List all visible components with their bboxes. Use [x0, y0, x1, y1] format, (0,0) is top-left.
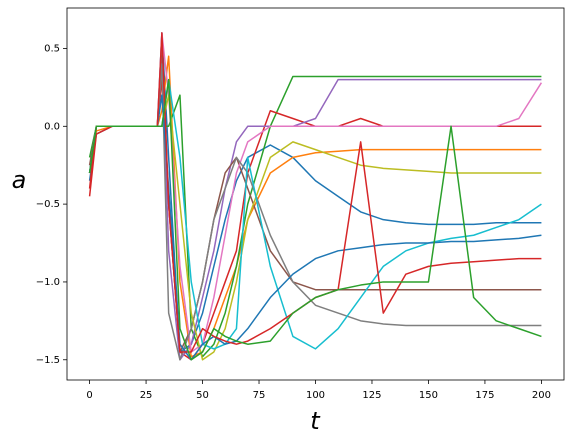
series-line: [88, 78, 542, 361]
x-tick-label: 50: [196, 390, 209, 401]
series-line: [88, 32, 542, 353]
x-tick-label: 125: [362, 390, 381, 401]
x-tick-label: 100: [306, 390, 325, 401]
series-line: [88, 63, 542, 361]
y-tick-label: −1.5: [36, 355, 60, 366]
series-line: [88, 47, 542, 353]
y-tick-label: 0.0: [44, 121, 60, 132]
series-line: [88, 94, 542, 361]
y-tick-label: −1.0: [36, 277, 60, 288]
series-line: [88, 94, 542, 361]
x-tick-label: 200: [532, 390, 551, 401]
x-tick-label: 175: [475, 390, 494, 401]
x-tick-label: 150: [419, 390, 438, 401]
y-tick-label: −0.5: [36, 199, 60, 210]
y-axis-label: a: [12, 166, 27, 194]
x-tick-label: 25: [140, 390, 153, 401]
x-axis-label: t: [310, 407, 321, 435]
x-tick-label: 0: [86, 390, 92, 401]
lines: [88, 32, 543, 361]
series-line: [88, 32, 543, 353]
x-tick-label: 75: [253, 390, 266, 401]
y-tick-label: 0.5: [44, 43, 60, 54]
axes-frame: [66, 7, 565, 381]
series-line: [88, 32, 542, 353]
series-line: [88, 47, 542, 361]
series-line: [88, 55, 542, 358]
